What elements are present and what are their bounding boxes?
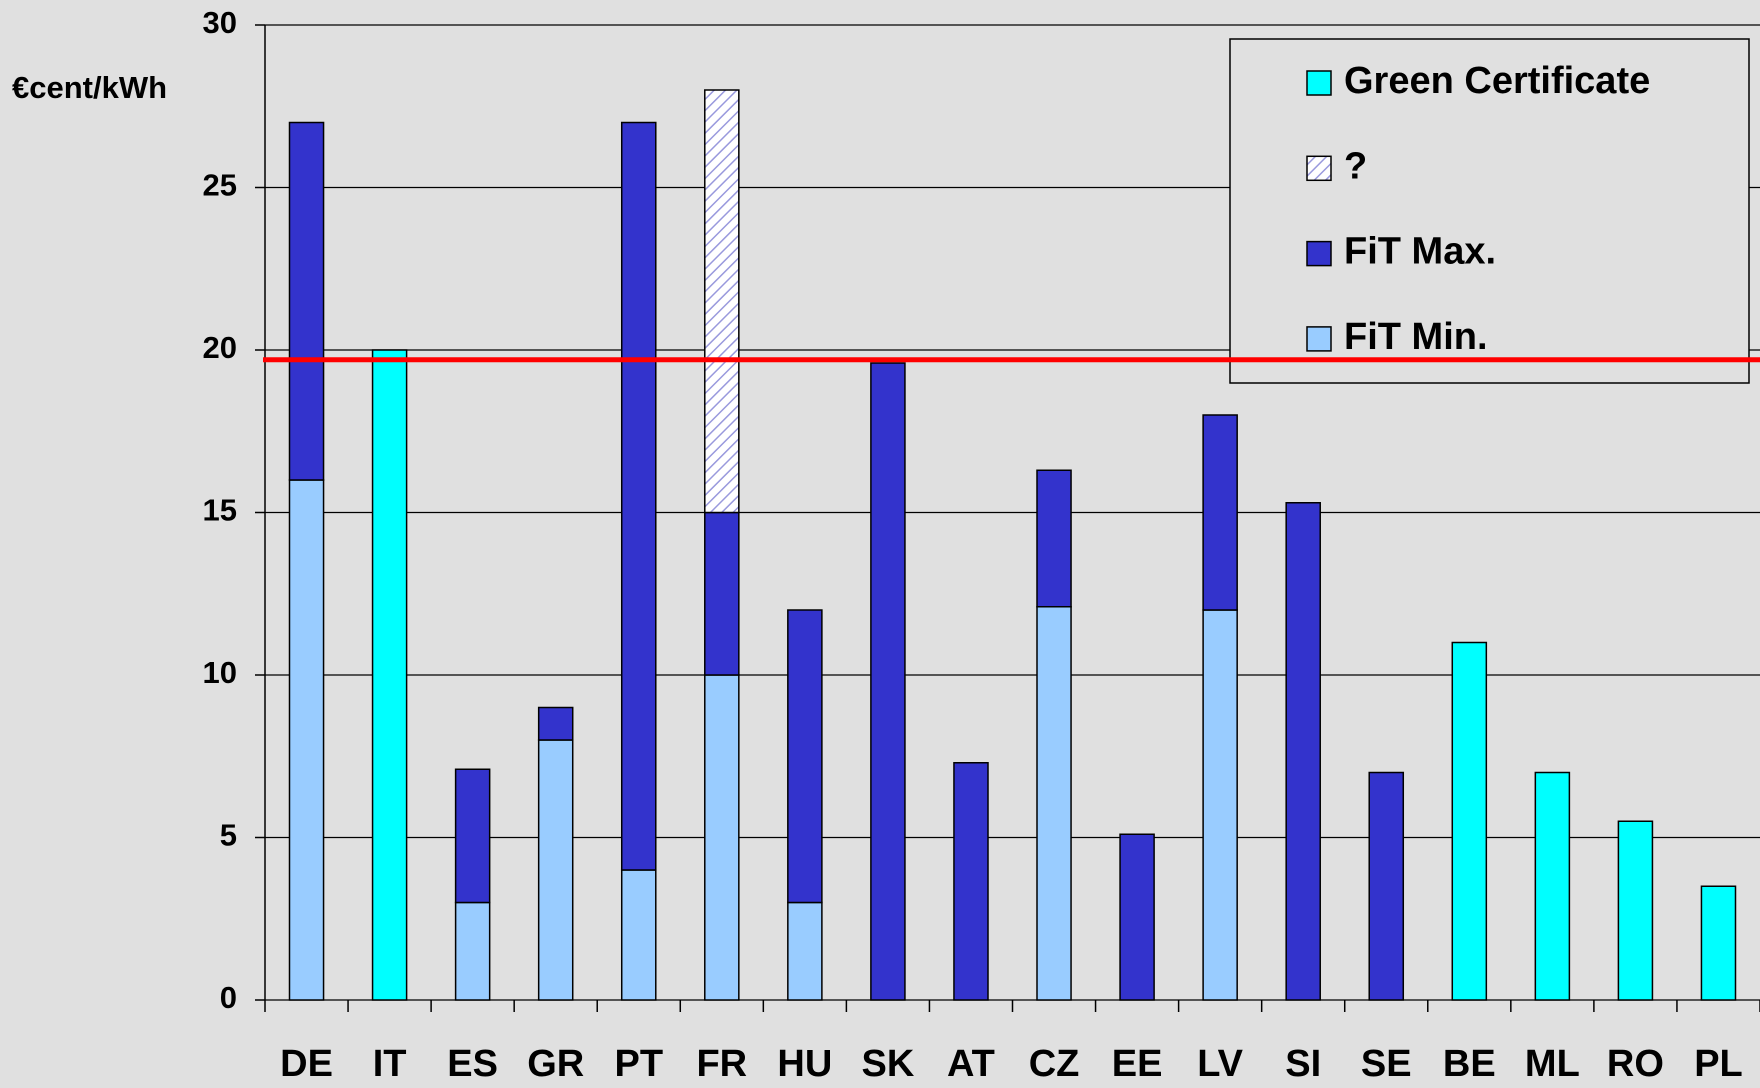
bar-segment bbox=[1534, 771, 1571, 1001]
bar-segment bbox=[1036, 469, 1072, 608]
bar-segment bbox=[787, 609, 823, 904]
bar-segment bbox=[537, 739, 574, 1001]
bar-segment bbox=[454, 901, 491, 1001]
bar-segment bbox=[787, 901, 823, 1001]
x-tick-label: DE bbox=[280, 1043, 333, 1085]
bar-segment bbox=[1119, 833, 1155, 1001]
legend-label: Green Certificate bbox=[1344, 60, 1650, 102]
y-tick-label: 0 bbox=[220, 980, 237, 1015]
legend-label: ? bbox=[1344, 145, 1367, 187]
x-tick-label: GR bbox=[527, 1043, 584, 1085]
bar-segment bbox=[371, 349, 408, 1001]
x-tick-label: LV bbox=[1197, 1043, 1243, 1085]
bar-segment bbox=[1202, 609, 1238, 1001]
x-tick-label: PT bbox=[614, 1043, 663, 1085]
x-tick-label: FR bbox=[696, 1043, 747, 1085]
bar-segment bbox=[704, 674, 740, 1001]
bar-segment bbox=[537, 706, 574, 741]
x-tick-label: CZ bbox=[1029, 1043, 1080, 1085]
x-tick-label: EE bbox=[1112, 1043, 1163, 1085]
bar-segment bbox=[704, 511, 740, 676]
bar-segment bbox=[1617, 820, 1654, 1001]
x-tick-label: HU bbox=[777, 1043, 832, 1085]
bar-segment bbox=[1285, 502, 1321, 1001]
legend-label: FiT Min. bbox=[1344, 316, 1488, 358]
bar-segment bbox=[1036, 606, 1072, 1001]
y-tick-label: 5 bbox=[220, 818, 237, 853]
x-tick-label: SE bbox=[1361, 1043, 1412, 1085]
bar-segment bbox=[620, 869, 657, 1001]
x-tick-label: BE bbox=[1443, 1043, 1496, 1085]
x-tick-label: AT bbox=[947, 1043, 995, 1085]
x-tick-label: SK bbox=[862, 1043, 915, 1085]
y-tick-label: 10 bbox=[203, 655, 237, 690]
bar-segment bbox=[454, 768, 491, 904]
bar-segment bbox=[953, 762, 989, 1001]
legend-swatch bbox=[1306, 70, 1332, 96]
bar-segment bbox=[1202, 414, 1238, 611]
legend-box bbox=[1229, 38, 1750, 384]
x-tick-label: ES bbox=[447, 1043, 498, 1085]
legend-swatch bbox=[1306, 155, 1332, 182]
y-axis-label: €cent/kWh bbox=[12, 70, 167, 105]
y-tick-label: 30 bbox=[203, 5, 237, 40]
bar-segment bbox=[1451, 641, 1488, 1001]
legend-swatch bbox=[1306, 240, 1332, 267]
bar-segment bbox=[870, 362, 906, 1001]
y-tick-label: 20 bbox=[203, 330, 237, 365]
y-tick-label: 25 bbox=[203, 168, 237, 203]
x-tick-label: RO bbox=[1607, 1043, 1664, 1085]
bar-segment bbox=[1700, 885, 1737, 1001]
bar-segment bbox=[620, 121, 657, 871]
bar-segment bbox=[288, 479, 325, 1001]
x-tick-label: IT bbox=[373, 1043, 407, 1085]
x-tick-label: ML bbox=[1525, 1043, 1580, 1085]
x-tick-label: SI bbox=[1285, 1043, 1321, 1085]
bar-segment bbox=[704, 89, 740, 514]
x-tick-label: PL bbox=[1694, 1043, 1743, 1085]
legend-swatch bbox=[1306, 326, 1332, 352]
bar-segment bbox=[1368, 771, 1405, 1001]
bar-segment bbox=[288, 121, 325, 481]
legend-label: FiT Max. bbox=[1344, 231, 1496, 273]
y-tick-label: 15 bbox=[203, 493, 237, 528]
